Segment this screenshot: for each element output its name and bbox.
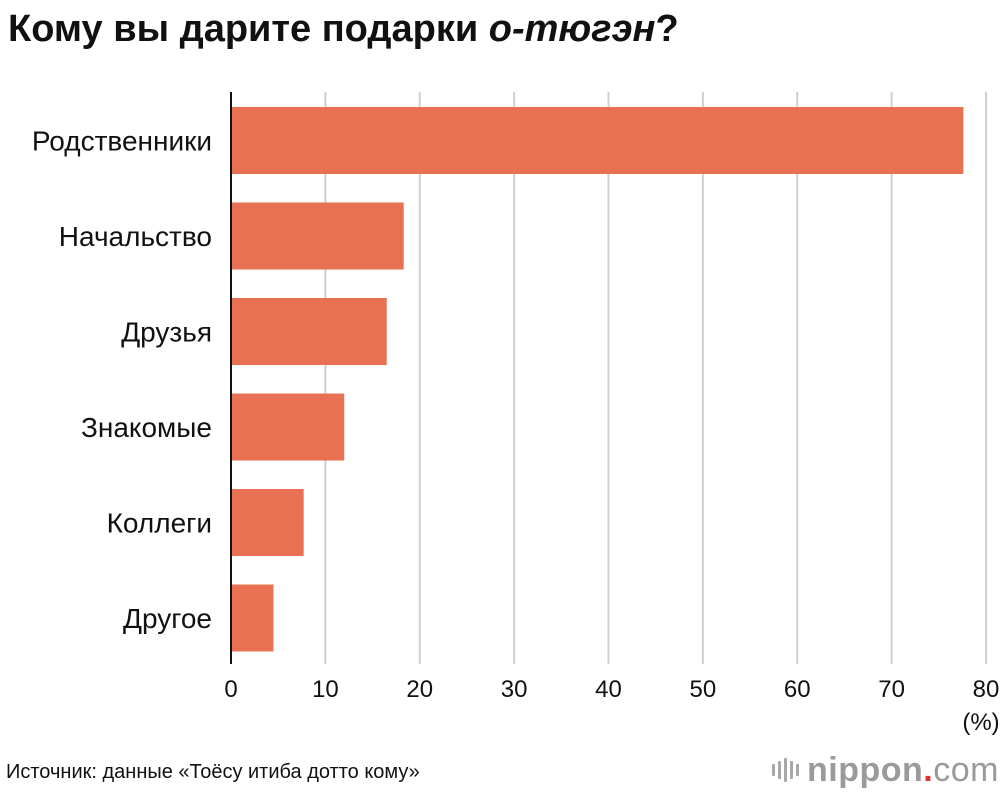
x-tick-label: 70 (878, 676, 905, 703)
bar (231, 393, 345, 461)
logo-bars-icon (772, 758, 799, 782)
chart-title: Кому вы дарите подарки о-тюгэн? (8, 6, 679, 52)
nippon-logo: nippon.com (772, 750, 999, 790)
x-tick-label: 80 (973, 676, 1000, 703)
bar (231, 298, 387, 365)
x-tick-label: 60 (784, 676, 811, 703)
category-label: Начальство (59, 221, 212, 252)
category-label: Знакомые (81, 412, 212, 443)
logo-dot: . (923, 750, 934, 789)
title-emphasis: о-тюгэн (488, 8, 656, 50)
x-tick-label: 40 (595, 676, 622, 703)
bar (231, 584, 274, 652)
source-note: Источник: данные «Тоёсу итиба дотто кому… (6, 761, 420, 783)
category-labels: Родственники Начальство Друзья Знакомые Колл… (32, 126, 212, 635)
bar (231, 107, 964, 174)
title-suffix: ? (655, 8, 679, 50)
x-unit-label: (%) (962, 709, 999, 736)
gridlines (324, 92, 987, 664)
x-tick-label: 10 (312, 676, 339, 703)
bars (231, 107, 964, 652)
logo-name: nippon (807, 750, 924, 789)
logo-tld: com (933, 750, 999, 789)
category-label: Друзья (121, 317, 212, 348)
x-tick-label: 0 (224, 676, 237, 703)
title-main: Кому вы дарите подарки (8, 8, 489, 50)
bar-chart: Родственники Начальство Друзья Знакомые Колл… (32, 92, 1000, 736)
x-tick-labels: 0 10 20 30 40 50 60 70 80 (224, 676, 999, 703)
logo-wordmark: nippon.com (807, 751, 999, 790)
category-label: Коллеги (107, 508, 212, 539)
x-tick-label: 30 (501, 676, 528, 703)
category-label: Другое (123, 603, 212, 634)
category-label: Родственники (32, 126, 212, 157)
bar (231, 202, 404, 270)
x-tick-label: 50 (690, 676, 717, 703)
x-tick-label: 20 (406, 676, 433, 703)
bar (231, 489, 304, 556)
